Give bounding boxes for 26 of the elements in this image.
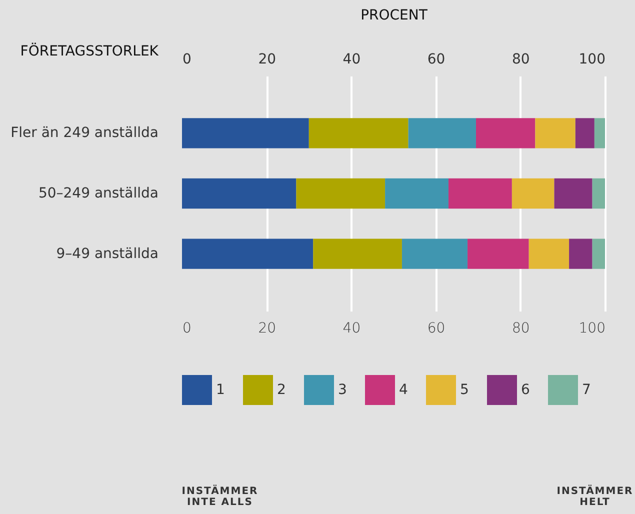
x2-tick-label: 0 <box>182 320 192 336</box>
x2-tick-label: 100 <box>578 320 606 336</box>
legend-label: 6 <box>521 382 530 398</box>
x2-tick-label: 80 <box>512 320 530 336</box>
legend-label: 1 <box>216 382 225 398</box>
legend-label: 5 <box>460 382 469 398</box>
x-tick-label: 20 <box>258 52 276 68</box>
legend-label: 7 <box>582 382 591 398</box>
x-tick-label: 60 <box>427 52 446 68</box>
x2-axis-title: PROCENT <box>360 8 428 24</box>
x-tick-label: 0 <box>182 52 192 68</box>
legend-label: 3 <box>338 382 347 398</box>
legend-label: 2 <box>277 382 286 398</box>
y-tick-label: Fler än 249 anställda <box>10 125 158 142</box>
x2-tick-label: 20 <box>258 320 276 336</box>
y-tick-label: 9–49 anställda <box>56 246 158 262</box>
x-tick-label: 40 <box>342 52 361 68</box>
x-tick-label: 80 <box>512 52 530 68</box>
text: INSTÄMMER HELT <box>556 486 634 508</box>
legend-label: 4 <box>399 382 408 398</box>
x-tick-label: 100 <box>578 52 606 68</box>
x2-tick-label: 40 <box>342 320 361 336</box>
x2-tick-label: 60 <box>427 320 446 336</box>
y-axis-title: FÖRETAGSSTORLEK <box>20 42 160 60</box>
y-tick-label: 50–249 anställda <box>38 186 158 202</box>
text: INSTÄMMER INTE ALLS <box>180 486 260 508</box>
